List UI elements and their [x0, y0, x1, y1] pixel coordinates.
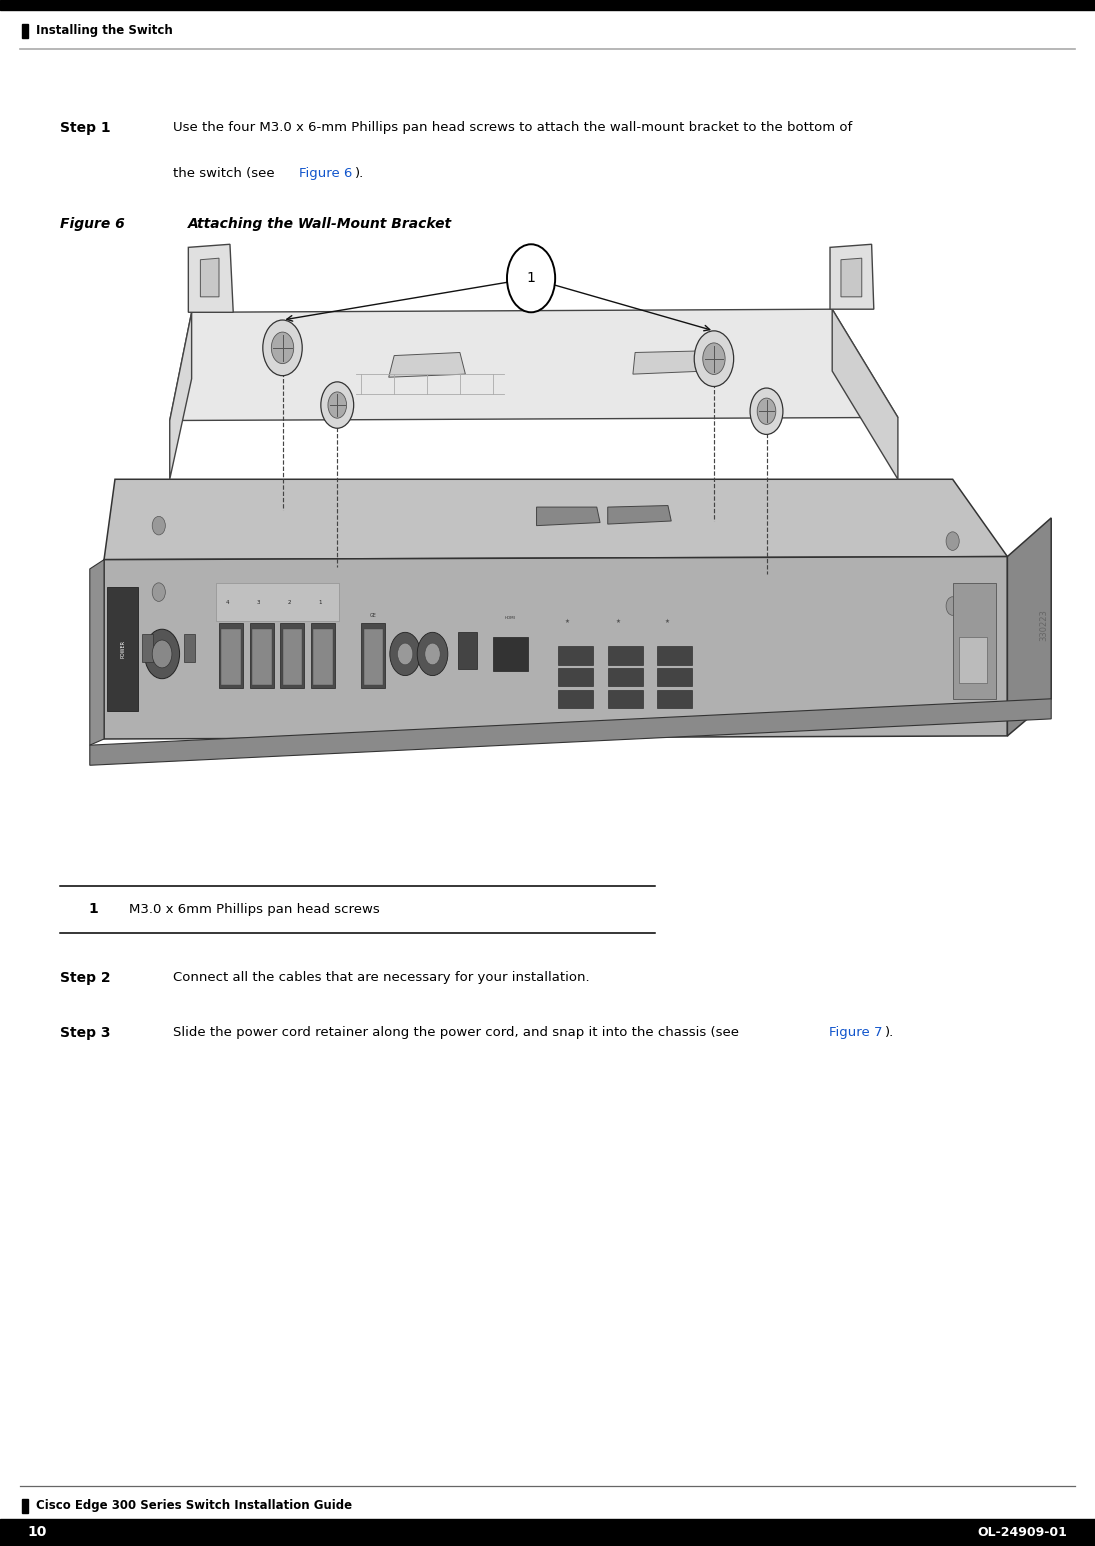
Polygon shape [832, 309, 898, 479]
Text: Slide the power cord retainer along the power cord, and snap it into the chassis: Slide the power cord retainer along the … [173, 1027, 744, 1039]
Circle shape [417, 632, 448, 676]
Polygon shape [1007, 518, 1051, 736]
Bar [252, 629, 272, 685]
Bar [107, 587, 138, 711]
Circle shape [946, 532, 959, 550]
Circle shape [758, 397, 775, 425]
Text: Figure 6: Figure 6 [300, 167, 353, 179]
Polygon shape [608, 506, 671, 524]
Polygon shape [633, 351, 706, 374]
Circle shape [703, 343, 725, 374]
Bar [364, 629, 383, 685]
Circle shape [321, 382, 354, 428]
Bar [657, 690, 692, 708]
Text: Figure 6: Figure 6 [60, 218, 125, 232]
Polygon shape [104, 557, 1007, 739]
Bar [953, 583, 996, 699]
Text: 1: 1 [527, 271, 535, 286]
Text: Installing the Switch: Installing the Switch [36, 25, 173, 37]
Polygon shape [830, 244, 874, 309]
Bar [558, 646, 593, 665]
Text: GE: GE [370, 612, 377, 618]
Circle shape [328, 391, 346, 419]
Polygon shape [90, 699, 1051, 765]
Text: Step 2: Step 2 [60, 971, 111, 985]
Text: 4: 4 [226, 600, 230, 606]
Bar [142, 634, 153, 662]
Polygon shape [104, 479, 1007, 560]
Bar [216, 583, 339, 621]
Text: ).: ). [885, 1027, 894, 1039]
Text: Step 1: Step 1 [60, 122, 111, 136]
Text: 2: 2 [287, 600, 291, 606]
Circle shape [263, 320, 302, 376]
Text: Connect all the cables that are necessary for your installation.: Connect all the cables that are necessar… [173, 971, 589, 983]
Text: ★: ★ [665, 618, 669, 625]
Bar [313, 629, 333, 685]
Polygon shape [200, 258, 219, 297]
Bar [22, 25, 28, 39]
Text: 330223: 330223 [1039, 609, 1048, 640]
Polygon shape [90, 560, 104, 745]
Bar [361, 623, 385, 688]
Circle shape [152, 516, 165, 535]
Bar [608, 690, 643, 708]
Bar [311, 623, 335, 688]
Circle shape [145, 629, 180, 679]
Text: Use the four M3.0 x 6-mm Phillips pan head screws to attach the wall-mount brack: Use the four M3.0 x 6-mm Phillips pan he… [173, 122, 852, 135]
Bar [657, 646, 692, 665]
Circle shape [507, 244, 555, 312]
Bar [280, 623, 304, 688]
Polygon shape [170, 312, 192, 479]
Circle shape [272, 332, 293, 363]
Polygon shape [389, 352, 465, 377]
Bar [959, 637, 987, 683]
Bar [283, 629, 302, 685]
Circle shape [946, 597, 959, 615]
Circle shape [694, 331, 734, 386]
Text: POWER: POWER [120, 640, 125, 659]
Polygon shape [537, 507, 600, 526]
Polygon shape [188, 244, 233, 312]
Text: HDMI: HDMI [505, 617, 516, 620]
Text: the switch (see: the switch (see [173, 167, 279, 179]
Text: ).: ). [355, 167, 365, 179]
Bar [184, 634, 195, 662]
Text: M3.0 x 6mm Phillips pan head screws: M3.0 x 6mm Phillips pan head screws [129, 903, 380, 915]
Polygon shape [170, 309, 898, 421]
Bar [250, 623, 274, 688]
Circle shape [152, 640, 172, 668]
Bar [0, 1518, 1095, 1546]
Bar [657, 668, 692, 686]
Text: 10: 10 [27, 1526, 47, 1540]
Bar [558, 668, 593, 686]
Circle shape [397, 643, 413, 665]
Text: 1: 1 [89, 903, 97, 917]
Text: ★: ★ [565, 618, 569, 625]
Circle shape [425, 643, 440, 665]
Circle shape [152, 583, 165, 601]
Text: Cisco Edge 300 Series Switch Installation Guide: Cisco Edge 300 Series Switch Installatio… [36, 1500, 353, 1512]
Bar [493, 637, 528, 671]
Text: 1: 1 [318, 600, 322, 606]
Circle shape [750, 388, 783, 434]
Text: OL-24909-01: OL-24909-01 [978, 1526, 1068, 1538]
Bar [458, 632, 477, 669]
Text: Step 3: Step 3 [60, 1027, 111, 1040]
Circle shape [390, 632, 420, 676]
Text: Figure 7: Figure 7 [829, 1027, 883, 1039]
Text: 3: 3 [256, 600, 261, 606]
Bar [221, 629, 241, 685]
Bar [558, 690, 593, 708]
Bar [608, 646, 643, 665]
Text: ★: ★ [615, 618, 620, 625]
Bar [22, 1500, 28, 1512]
Text: Attaching the Wall-Mount Bracket: Attaching the Wall-Mount Bracket [188, 218, 452, 232]
Bar [219, 623, 243, 688]
Bar [608, 668, 643, 686]
Bar [0, 0, 1095, 11]
Polygon shape [841, 258, 862, 297]
